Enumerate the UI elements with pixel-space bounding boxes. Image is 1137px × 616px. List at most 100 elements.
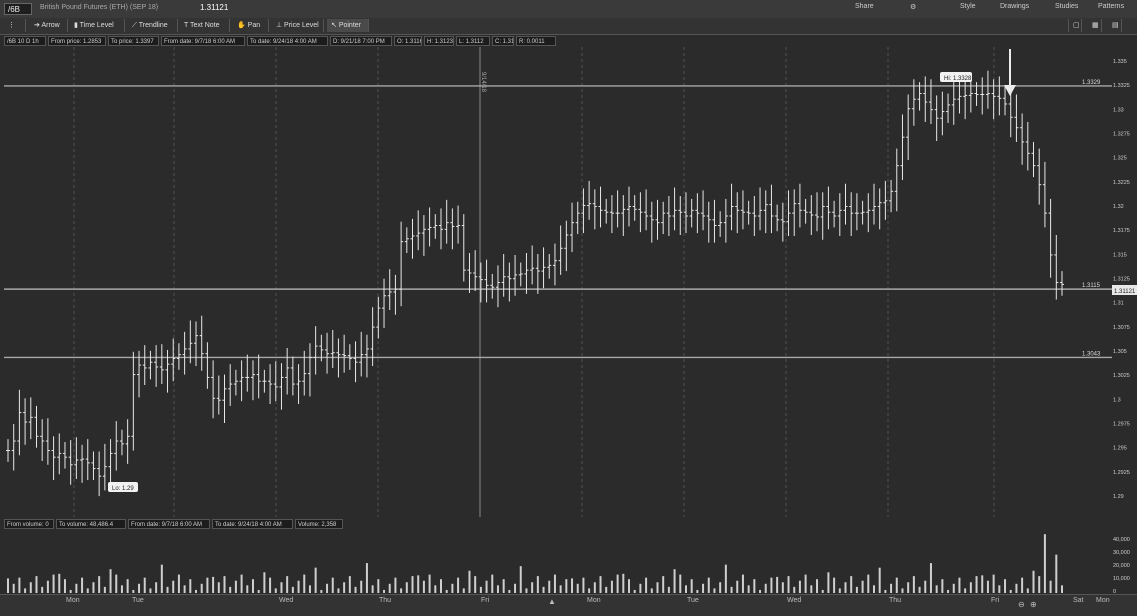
volume-bar — [269, 577, 272, 593]
day-label: Tue — [687, 597, 699, 604]
gear-icon[interactable]: ⚙ — [910, 4, 917, 11]
tool-arrow[interactable]: ➔ Arrow — [30, 19, 68, 32]
tool-price-level[interactable]: ⊥ Price Level — [272, 19, 324, 32]
volume-bar — [400, 588, 403, 593]
price-tick-label: 1.295 — [1113, 446, 1127, 452]
price-level-label: 1.3329 — [1082, 80, 1101, 86]
volume-bar — [514, 583, 517, 593]
ohlc-bar — [176, 343, 181, 370]
price-tick-label: 1.3 — [1113, 397, 1121, 403]
volume-bar — [274, 588, 277, 593]
patterns-button[interactable]: Patterns — [1098, 3, 1125, 10]
day-label: Tue — [132, 597, 144, 604]
studies-button[interactable]: Studies — [1055, 3, 1079, 10]
volume-bar — [308, 585, 311, 593]
volume-bar — [35, 576, 38, 593]
volume-bar — [559, 585, 562, 593]
share-button[interactable]: Share — [855, 3, 874, 10]
ohlc-bar — [342, 334, 347, 373]
ohlc-bar — [883, 180, 888, 220]
ohlc-bar — [666, 196, 671, 236]
ohlc-bar — [17, 389, 22, 456]
ohlc-bar — [205, 342, 210, 389]
zoom-in-icon[interactable]: ⊕ — [1030, 600, 1037, 609]
ohlc-bar — [638, 192, 643, 233]
ohlc-bar — [165, 349, 170, 393]
ohlc-bar — [547, 253, 552, 279]
time-axis[interactable]: ▲ ⊖ ⊕ — [0, 594, 1137, 616]
low-label: Lo: 1.29 — [108, 482, 138, 492]
ohlc-bar — [729, 183, 734, 231]
volume-bar — [582, 577, 585, 593]
ohlc-bar — [1008, 86, 1013, 138]
price-tick-label: 1.3275 — [1113, 132, 1130, 138]
instrument-description: British Pound Futures (ETH) (SEP 18) — [40, 4, 159, 11]
volume-bar — [24, 588, 27, 593]
volume-bar — [804, 574, 807, 593]
ohlc-bar — [769, 184, 774, 234]
volume-bar — [605, 586, 608, 593]
volume-bar — [451, 583, 454, 593]
price-tick-label: 1.29 — [1113, 494, 1124, 500]
drawings-button[interactable]: Drawings — [1000, 3, 1030, 10]
ohlc-bar — [860, 200, 865, 225]
volume-bar — [628, 579, 631, 593]
volume-bar — [571, 578, 574, 593]
ohlc-bar — [683, 192, 688, 234]
ohlc-bar — [495, 265, 500, 308]
tool-pointer[interactable]: ↖ Pointer — [327, 19, 369, 32]
menu-icon[interactable]: ⋮ — [4, 19, 26, 32]
volume-bar — [810, 585, 813, 593]
price-tick-label: 1.305 — [1113, 349, 1127, 355]
grid-layout-icon[interactable]: ▦ — [1088, 19, 1102, 32]
ohlc-bar — [570, 202, 575, 253]
volume-bar — [86, 588, 89, 593]
volume-bar — [326, 583, 329, 593]
crosshair-toggle-icon[interactable]: ▢ — [1068, 19, 1082, 32]
volume-bar — [12, 583, 15, 593]
volume-bar — [92, 582, 95, 593]
scroll-handle-icon[interactable]: ▲ — [548, 597, 556, 606]
volume-chart[interactable] — [4, 531, 1112, 593]
ohlc-bar — [564, 220, 569, 272]
price-tick-label: 1.32 — [1113, 204, 1124, 210]
ohlc-bar — [985, 70, 990, 109]
ohlc-bar — [655, 199, 660, 240]
volume-bar — [1061, 585, 1063, 593]
chart-settings-icon[interactable]: ▤ — [1108, 19, 1122, 32]
price-chart[interactable]: 9/14/18 1.3329 1.3115 1.3043 Hi: 1.3328 Lo: 1… — [4, 47, 1112, 517]
ohlc-bar — [507, 262, 512, 302]
ohlc-bar — [85, 439, 90, 480]
ohlc-bar — [125, 419, 130, 464]
ohlc-bar — [290, 356, 295, 396]
volume-bar — [18, 577, 21, 593]
volume-bar — [286, 576, 289, 593]
volume-bar — [565, 579, 568, 593]
tool-trendline[interactable]: ⟋ Trendline — [128, 19, 178, 32]
volume-bar — [793, 586, 796, 593]
ohlc-bar — [433, 214, 438, 239]
volume-bar — [969, 582, 972, 593]
ohlc-bar — [68, 440, 73, 485]
volume-bar — [753, 579, 756, 593]
price-axis[interactable]: 1.3351.33251.331.32751.3251.32251.321.31… — [1112, 47, 1137, 593]
volume-bar — [707, 577, 710, 593]
ohlc-bar — [171, 338, 176, 382]
volume-bar — [52, 574, 55, 593]
volume-bar — [519, 566, 522, 593]
volume-bar — [639, 583, 642, 593]
style-button[interactable]: Style — [960, 3, 976, 10]
ohlc-bar — [758, 187, 763, 231]
ohlc-bar — [182, 331, 187, 375]
volume-bar — [251, 579, 254, 593]
volume-bar — [776, 576, 779, 593]
tool-time-level[interactable]: ▮ Time Level — [70, 19, 125, 32]
volume-bar — [240, 574, 243, 593]
ohlc-bar — [80, 444, 85, 483]
tool-text-note[interactable]: T Text Note — [180, 19, 230, 32]
zoom-out-icon[interactable]: ⊖ — [1018, 600, 1025, 609]
ohlc-bar — [587, 180, 592, 220]
tool-pan[interactable]: ✋ Pan — [233, 19, 269, 32]
volume-bar — [952, 583, 955, 593]
symbol-input[interactable]: /6B — [4, 3, 32, 15]
